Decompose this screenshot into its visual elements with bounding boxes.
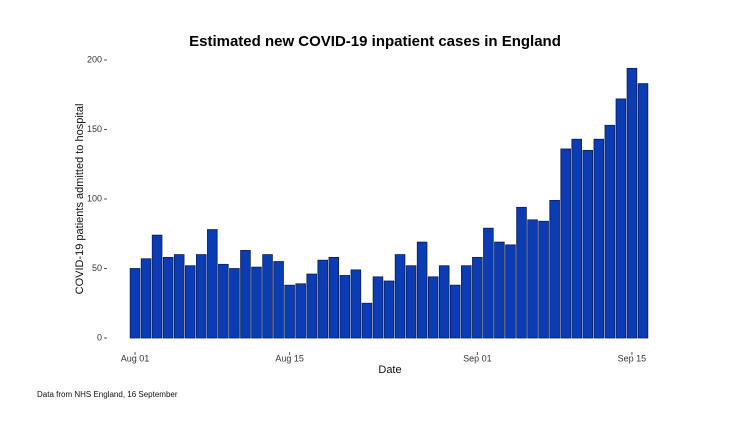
bar (449, 284, 461, 339)
y-tick-label: 150 (87, 124, 102, 134)
bar (140, 258, 152, 339)
caption: Data from NHS England, 16 September (37, 390, 178, 399)
bar (129, 268, 141, 339)
bar (571, 138, 582, 339)
bar (173, 254, 185, 339)
bar (218, 263, 229, 339)
bar (582, 149, 594, 339)
bar (527, 219, 538, 339)
bar (151, 234, 163, 339)
bar (626, 67, 638, 339)
bar (317, 259, 329, 339)
bar (284, 284, 295, 339)
bar (372, 276, 384, 339)
y-tick-label: 0 (97, 332, 102, 342)
bar (350, 269, 362, 339)
bar (306, 273, 317, 339)
bar (184, 265, 196, 339)
bar (438, 265, 450, 339)
bar (538, 220, 549, 339)
bar (339, 275, 351, 339)
bar (262, 254, 273, 339)
x-tick-label: Sep 15 (618, 353, 647, 363)
bar (416, 241, 428, 339)
bar (196, 254, 207, 339)
bar (240, 250, 251, 339)
x-tick-label: Aug 15 (275, 353, 304, 363)
y-tick-label: 100 (87, 193, 102, 203)
bar (494, 241, 505, 339)
y-axis-title: COVID-19 patients admitted to hospital (74, 104, 86, 295)
x-axis-title: Date (378, 364, 401, 376)
bar (549, 199, 560, 339)
x-tick-label: Sep 01 (463, 353, 492, 363)
bar (604, 124, 616, 339)
chart-title: Estimated new COVID-19 inpatient cases i… (189, 33, 561, 50)
bar (405, 265, 417, 339)
bar (505, 244, 516, 339)
bar (295, 283, 306, 339)
y-tick-label: 50 (92, 263, 102, 273)
bar (516, 206, 527, 339)
bar (560, 148, 571, 339)
bar (593, 138, 605, 339)
bar (229, 268, 240, 339)
bar (162, 256, 174, 339)
x-tick-label: Aug 01 (121, 353, 150, 363)
bar (328, 256, 340, 339)
y-tick-label: 200 (87, 54, 102, 64)
bar (472, 256, 483, 339)
bar (383, 280, 395, 339)
bar (361, 302, 373, 339)
bar (427, 276, 439, 339)
bar (207, 229, 218, 339)
bar (394, 254, 406, 339)
bar (461, 265, 472, 339)
bar (251, 266, 262, 339)
bar (273, 261, 284, 339)
bar (615, 98, 627, 339)
bar (483, 227, 494, 339)
bar (637, 83, 649, 339)
